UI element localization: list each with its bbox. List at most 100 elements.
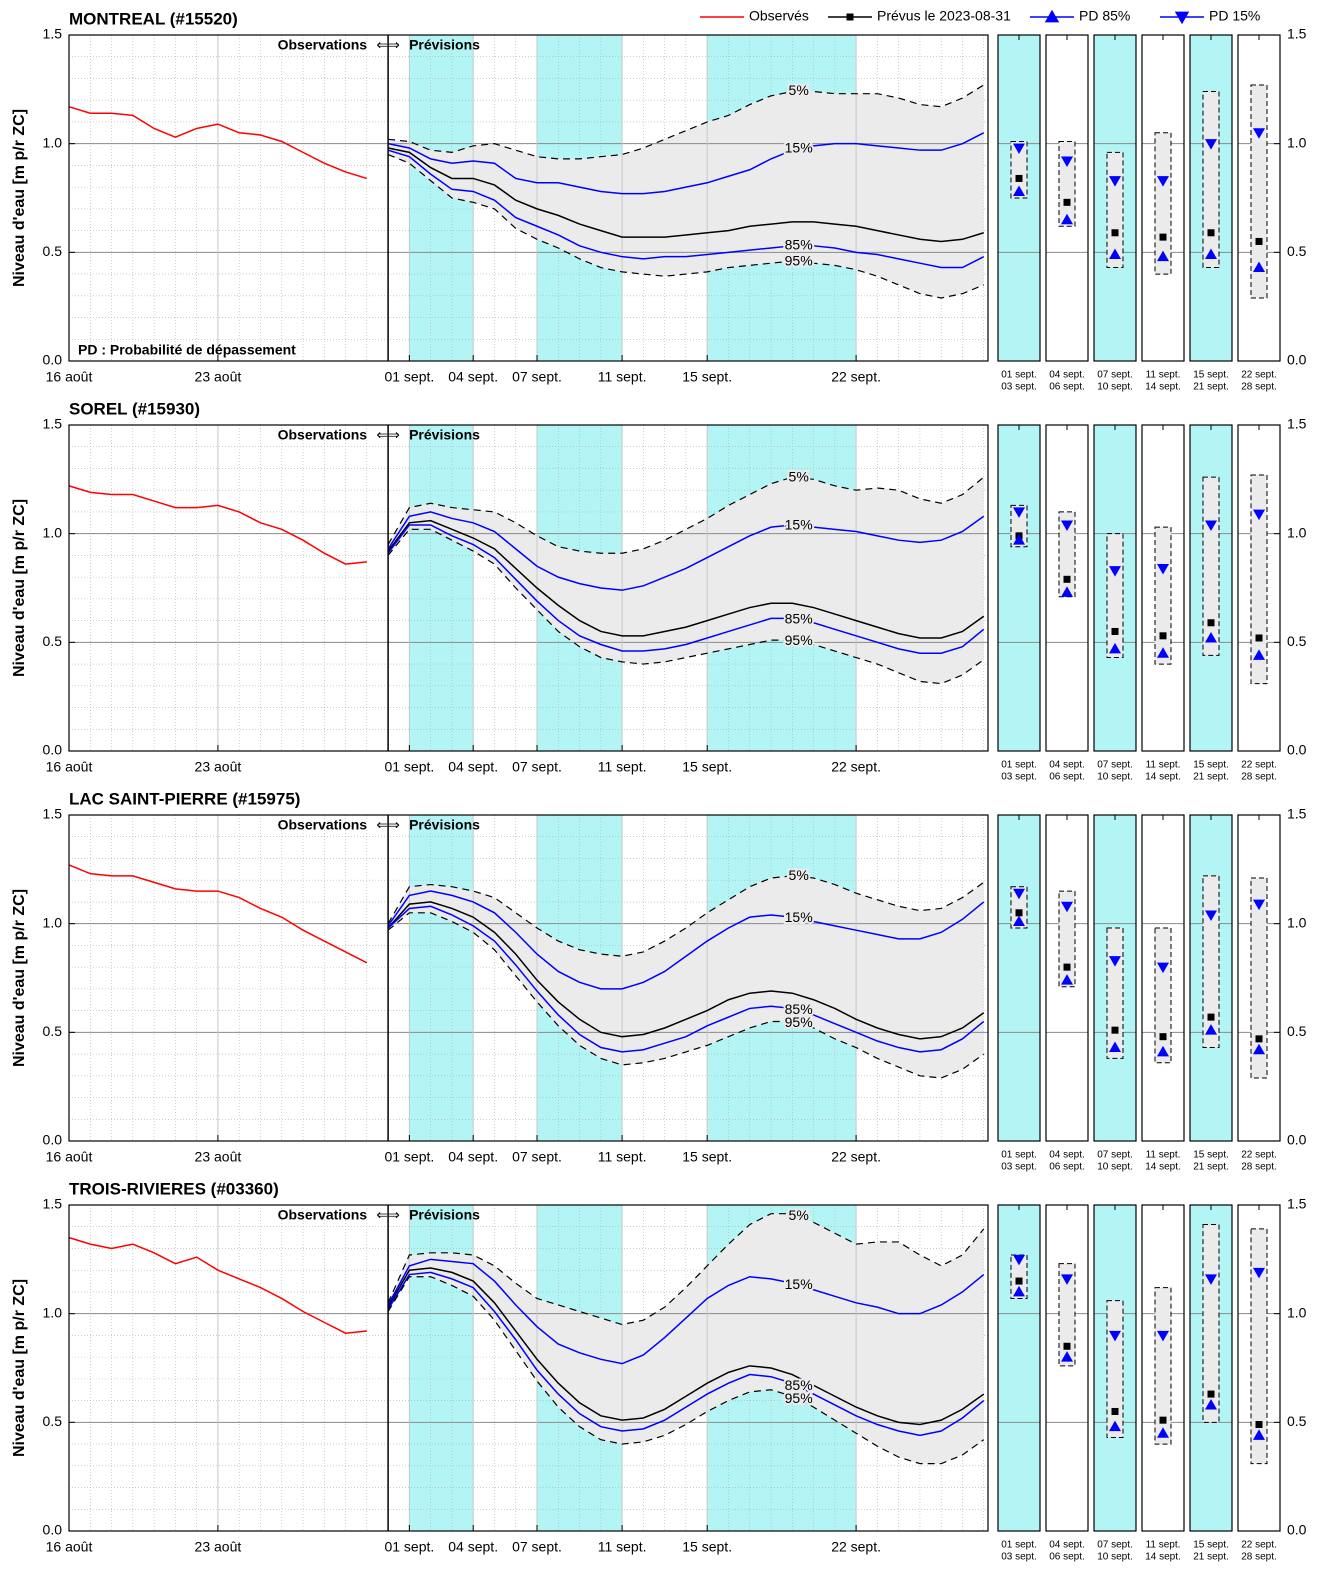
range-box	[1106, 151, 1124, 269]
range-box	[1154, 526, 1172, 665]
legend-label: PD 15%	[1209, 8, 1260, 24]
pd15-marker	[1109, 956, 1121, 967]
y2-tick-label: 0.0	[1287, 352, 1307, 368]
pd15-marker	[1157, 962, 1169, 974]
period-start-label: 01 sept.	[1001, 1540, 1037, 1551]
pd85-marker	[1109, 248, 1121, 260]
period-end-label: 14 sept.	[1145, 772, 1181, 783]
x-tick-label: 01 sept.	[384, 369, 434, 385]
median-marker	[1063, 963, 1071, 971]
pd15-marker	[1013, 143, 1025, 155]
median-marker	[1015, 909, 1023, 917]
x-tick-label: 22 sept.	[831, 759, 881, 775]
period-box	[1046, 1205, 1088, 1531]
series-line	[387, 1276, 985, 1465]
y2-tick-label: 0.5	[1287, 1023, 1307, 1039]
pd15-marker	[1253, 509, 1265, 521]
period-start-label: 15 sept.	[1193, 1150, 1229, 1161]
x-tick-label: 04 sept.	[448, 759, 498, 775]
period-end-label: 03 sept.	[1001, 772, 1037, 783]
y-tick-label: 0.0	[43, 1132, 63, 1148]
period-end-label: 03 sept.	[1001, 1552, 1037, 1563]
pd85-marker	[1205, 248, 1217, 260]
period-end-label: 21 sept.	[1193, 772, 1229, 783]
x-tick-label: 01 sept.	[384, 759, 434, 775]
pd15-marker	[1253, 899, 1265, 911]
x-tick-label: 04 sept.	[448, 369, 498, 385]
period-end-label: 21 sept.	[1193, 1162, 1229, 1173]
annotation: Prévisions	[409, 817, 480, 833]
period-start-label: 01 sept.	[1001, 1150, 1037, 1161]
y-tick-label: 0.0	[43, 742, 63, 758]
pd15-marker	[1061, 1274, 1073, 1285]
range-box	[1154, 927, 1172, 1064]
y-tick-label: 1.5	[43, 416, 63, 432]
period-start-label: 04 sept.	[1049, 370, 1085, 381]
y2-tick-label: 0.5	[1287, 633, 1307, 649]
pd85-marker	[1061, 586, 1073, 597]
pd85-marker	[1061, 1351, 1073, 1362]
y-tick-label: 1.5	[43, 26, 63, 42]
median-marker	[1159, 632, 1167, 640]
curve-label: 15%	[785, 909, 813, 925]
period-end-label: 14 sept.	[1145, 382, 1181, 393]
y2-tick-label: 1.5	[1287, 806, 1307, 822]
series-line	[387, 912, 985, 1079]
annotation: Observations	[278, 37, 368, 53]
range-box	[1250, 474, 1268, 685]
period-end-label: 06 sept.	[1049, 772, 1085, 783]
range-box	[1106, 1300, 1124, 1439]
x-tick-label: 07 sept.	[512, 369, 562, 385]
pd15-marker	[1013, 1254, 1025, 1266]
period-end-label: 06 sept.	[1049, 1162, 1085, 1173]
y2-tick-label: 1.0	[1287, 524, 1307, 540]
range-box	[1202, 875, 1220, 1049]
pd15-marker	[1205, 520, 1217, 531]
curve-label: 5%	[789, 469, 809, 485]
y-axis-label: Niveau d'eau [m p/r ZC]	[11, 109, 28, 287]
range-box	[1202, 91, 1220, 269]
y2-tick-label: 0.0	[1287, 1522, 1307, 1538]
y-tick-label: 0.5	[43, 1413, 63, 1429]
median-marker	[1207, 619, 1215, 627]
series-line	[68, 1236, 367, 1334]
curve-label: 85%	[785, 237, 813, 253]
chart-title: LAC SAINT-PIERRE (#15975)	[69, 789, 300, 808]
x-tick-label: 16 août	[46, 369, 93, 385]
annotation: Prévisions	[409, 427, 480, 443]
envelope	[388, 84, 984, 298]
median-marker	[1255, 1035, 1263, 1043]
series-line	[68, 485, 367, 565]
x-tick-label: 15 sept.	[682, 1539, 732, 1555]
median-marker	[1159, 233, 1167, 241]
note: PD : Probabilité de dépassement	[78, 342, 296, 358]
legend-label: PD 85%	[1079, 8, 1130, 24]
period-start-label: 04 sept.	[1049, 760, 1085, 771]
legend-label: Observés	[749, 8, 809, 24]
y-axis-label: Niveau d'eau [m p/r ZC]	[11, 1279, 28, 1457]
curve-label: 95%	[785, 252, 813, 268]
period-end-label: 10 sept.	[1097, 1552, 1133, 1563]
envelope	[388, 1213, 984, 1464]
pd85-marker	[1205, 1398, 1217, 1410]
period-start-label: 11 sept.	[1146, 1540, 1181, 1551]
pd15-marker	[1157, 1330, 1169, 1342]
curve-label: 85%	[785, 1377, 813, 1393]
x-tick-label: 11 sept.	[598, 1539, 647, 1555]
x-tick-label: 23 août	[195, 1149, 242, 1165]
period-start-label: 11 sept.	[1146, 760, 1181, 771]
period-box	[998, 425, 1040, 751]
range-box	[1058, 1263, 1076, 1367]
range-box	[1250, 84, 1268, 299]
period-end-label: 28 sept.	[1241, 1552, 1277, 1563]
plot-frame	[68, 1204, 989, 1532]
annotation: Prévisions	[409, 37, 480, 53]
range-box	[1106, 927, 1124, 1059]
period-end-label: 06 sept.	[1049, 382, 1085, 393]
curve-label: 85%	[785, 1001, 813, 1017]
annotation-arrow: ⇐⇒	[376, 817, 400, 833]
x-tick-label: 23 août	[195, 1539, 242, 1555]
range-box	[1058, 890, 1076, 988]
series-line	[68, 106, 368, 180]
pd85-marker	[1109, 642, 1121, 654]
